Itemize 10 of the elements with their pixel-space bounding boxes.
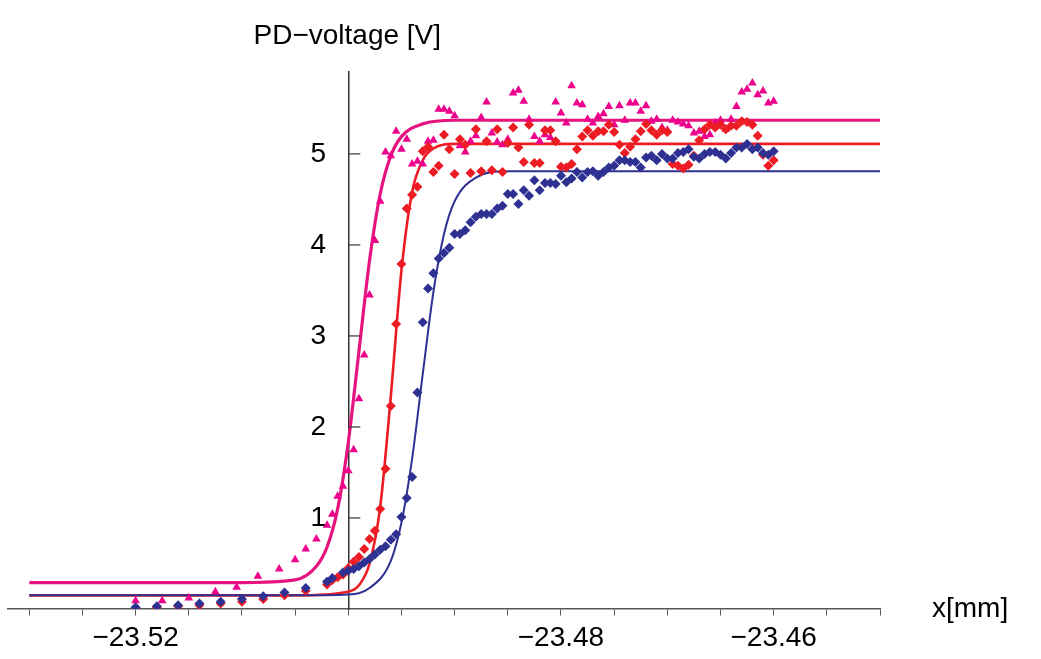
y-tick-label: 3 <box>310 318 327 350</box>
x-tick-label: −23.46 <box>730 620 817 652</box>
y-tick-label: 1 <box>310 500 327 532</box>
x-tick-label: −23.52 <box>92 620 179 652</box>
y-tick-label: 2 <box>310 409 327 441</box>
x-tick-label: −23.48 <box>517 620 605 652</box>
y-axis-title: PD−voltage [V] <box>253 18 442 50</box>
y-tick-label: 4 <box>310 227 327 259</box>
y-tick-label: 5 <box>310 136 327 168</box>
x-axis-title: x[mm] <box>932 591 1009 623</box>
